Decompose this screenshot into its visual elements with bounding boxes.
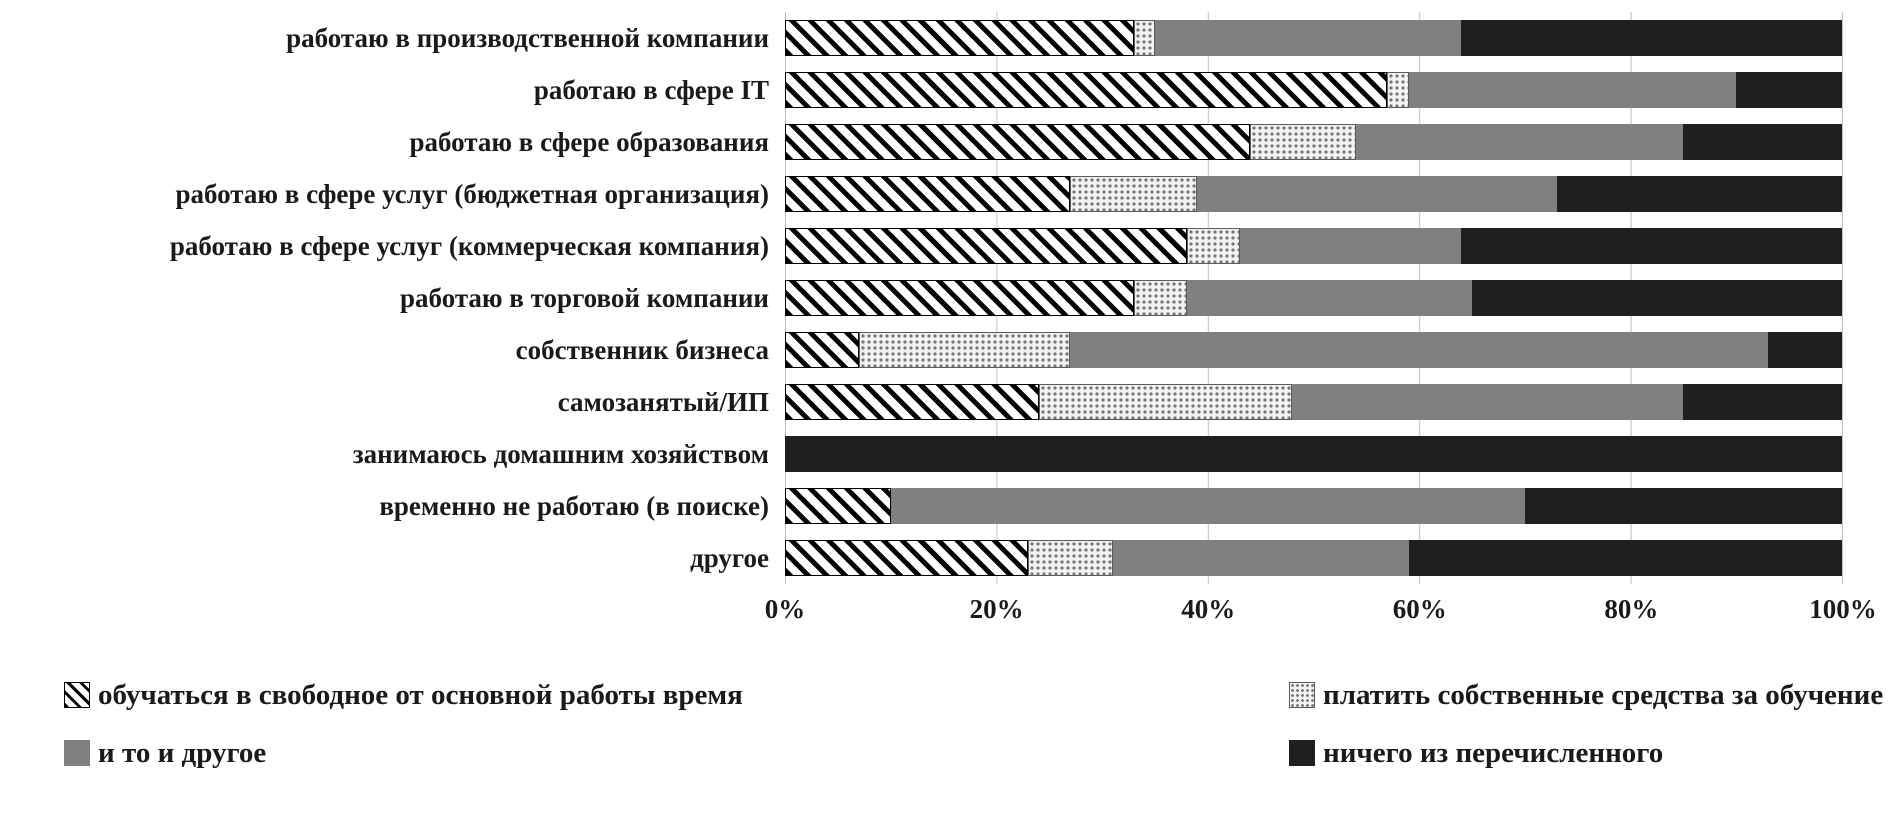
legend-item: платить собственные средства за обучение xyxy=(1289,679,1883,712)
bar-row xyxy=(785,12,1842,64)
bar-row xyxy=(785,272,1842,324)
bar-segment-both xyxy=(1239,228,1462,264)
category-label: работаю в производственной компании xyxy=(286,22,769,53)
legend-item: ничего из перечисленного xyxy=(1289,737,1883,770)
plot-area xyxy=(785,12,1843,584)
category-label: работаю в сфере услуг (бюджетная организ… xyxy=(175,178,769,209)
x-tick-label: 80% xyxy=(1604,594,1659,624)
bar-row xyxy=(785,116,1842,168)
bar-segment-both xyxy=(1197,176,1557,212)
bar-segment-pay-own-funds xyxy=(1028,540,1113,576)
bar-segment-both xyxy=(1355,124,1684,160)
bar-segment-study-in-free-time xyxy=(785,384,1039,420)
bar-segment-both xyxy=(1408,72,1737,108)
x-axis: 0% 20% 40% 60% 80% 100% xyxy=(765,584,1877,632)
legend-label: платить собственные средства за обучение xyxy=(1323,678,1884,711)
bar-segment-study-in-free-time xyxy=(785,488,891,524)
bar-segment-study-in-free-time xyxy=(785,176,1071,212)
bar-segment-both xyxy=(890,488,1525,524)
bar-segment-pay-own-funds xyxy=(1133,20,1155,56)
bar-segment-pay-own-funds xyxy=(1250,124,1356,160)
category-label: занимаюсь домашним хозяйством xyxy=(352,438,769,469)
legend-item: обучаться в свободное от основной работы… xyxy=(64,679,1289,712)
legend-swatch-none-of-listed xyxy=(1289,740,1315,766)
category-label: временно не работаю (в поиске) xyxy=(379,490,769,521)
bar-segment-study-in-free-time xyxy=(785,72,1388,108)
bar-segment-none-of-listed xyxy=(1461,228,1842,264)
x-tick-label: 100% xyxy=(1809,594,1877,624)
bar-segment-none-of-listed xyxy=(1736,72,1842,108)
bar-segment-study-in-free-time xyxy=(785,20,1134,56)
bar-segment-none-of-listed xyxy=(1683,384,1842,420)
bar-segment-pay-own-funds xyxy=(1133,280,1187,316)
category-labels: работаю в производственной компании работ… xyxy=(0,12,785,584)
bar-segment-both xyxy=(1070,332,1768,368)
legend-label: и то и другое xyxy=(98,736,267,769)
bar-segment-none-of-listed xyxy=(1767,332,1842,368)
category-label: работаю в сфере IT xyxy=(533,74,769,105)
category-label: собственник бизнеса xyxy=(515,334,769,365)
bar-row xyxy=(785,220,1842,272)
bar-segment-both xyxy=(1154,20,1462,56)
x-tick-label: 0% xyxy=(764,594,806,624)
bar-row xyxy=(785,168,1842,220)
bar-segment-none-of-listed xyxy=(1556,176,1842,212)
bar-segment-both xyxy=(1186,280,1473,316)
chart-body: работаю в производственной компании работ… xyxy=(0,12,1843,584)
bar-row xyxy=(785,428,1842,480)
bar-segment-study-in-free-time xyxy=(785,280,1134,316)
x-tick-label: 20% xyxy=(969,594,1024,624)
bar-segment-study-in-free-time xyxy=(785,540,1029,576)
bar-segment-study-in-free-time xyxy=(785,124,1251,160)
category-label: работаю в сфере образования xyxy=(409,126,770,157)
category-label: работаю в сфере услуг (коммерческая комп… xyxy=(169,230,769,261)
bar-segment-none-of-listed xyxy=(1461,20,1842,56)
bar-row xyxy=(785,324,1842,376)
bar-segment-none-of-listed xyxy=(1408,540,1842,576)
category-label: работаю в торговой компании xyxy=(400,282,769,313)
bar-row xyxy=(785,64,1842,116)
x-tick-label: 40% xyxy=(1181,594,1236,624)
bar-row xyxy=(785,376,1842,428)
bar-segment-study-in-free-time xyxy=(785,332,859,368)
legend-item: и то и другое xyxy=(64,737,1289,770)
category-label: самозанятый/ИП xyxy=(557,386,769,417)
legend-swatch-study-in-free-time xyxy=(64,682,90,708)
bar-segment-none-of-listed xyxy=(1472,280,1842,316)
bar-segment-study-in-free-time xyxy=(785,228,1187,264)
bar-row xyxy=(785,480,1842,532)
stacked-bar-chart: работаю в производственной компании работ… xyxy=(0,12,1883,782)
legend: обучаться в свободное от основной работы… xyxy=(0,666,1883,782)
x-tick-label: 60% xyxy=(1392,594,1447,624)
bar-segment-both xyxy=(1112,540,1409,576)
bar-segment-pay-own-funds xyxy=(1070,176,1198,212)
category-label: другое xyxy=(690,542,769,573)
bar-segment-pay-own-funds xyxy=(1186,228,1240,264)
legend-label: ничего из перечисленного xyxy=(1323,736,1664,769)
bar-segment-pay-own-funds xyxy=(1387,72,1409,108)
bar-segment-pay-own-funds xyxy=(858,332,1071,368)
legend-swatch-both xyxy=(64,740,90,766)
bar-row xyxy=(785,532,1842,584)
bar-segment-none-of-listed xyxy=(1524,488,1842,524)
bar-segment-none-of-listed xyxy=(1683,124,1842,160)
bar-segment-none-of-listed xyxy=(785,436,1842,472)
legend-label: обучаться в свободное от основной работы… xyxy=(98,678,743,711)
legend-swatch-pay-own-funds xyxy=(1289,682,1315,708)
bar-segment-pay-own-funds xyxy=(1038,384,1293,420)
bar-segment-both xyxy=(1292,384,1684,420)
